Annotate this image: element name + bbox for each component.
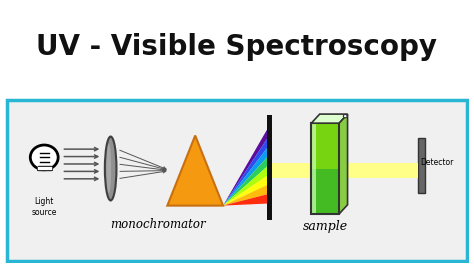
Circle shape bbox=[343, 114, 347, 118]
Bar bbox=[311, 123, 339, 214]
Polygon shape bbox=[223, 167, 267, 206]
Ellipse shape bbox=[105, 136, 117, 201]
Bar bbox=[311, 123, 339, 214]
Polygon shape bbox=[223, 194, 267, 206]
Polygon shape bbox=[223, 157, 267, 206]
Polygon shape bbox=[272, 163, 311, 178]
Circle shape bbox=[30, 145, 58, 170]
Bar bbox=[311, 123, 316, 214]
Polygon shape bbox=[311, 114, 347, 123]
Bar bbox=[267, 115, 272, 220]
Text: sample: sample bbox=[303, 220, 348, 233]
Bar bbox=[311, 123, 339, 169]
Polygon shape bbox=[223, 176, 267, 206]
Text: monochromator: monochromator bbox=[110, 218, 206, 231]
Bar bbox=[38, 167, 51, 170]
FancyBboxPatch shape bbox=[7, 101, 467, 261]
Polygon shape bbox=[223, 148, 267, 206]
Polygon shape bbox=[339, 163, 418, 178]
Polygon shape bbox=[223, 185, 267, 206]
Polygon shape bbox=[339, 114, 347, 214]
Text: Detector: Detector bbox=[420, 158, 454, 167]
Bar bbox=[418, 138, 425, 193]
Text: UV - Visible Spectroscopy: UV - Visible Spectroscopy bbox=[36, 33, 438, 61]
Polygon shape bbox=[223, 129, 267, 206]
Ellipse shape bbox=[107, 144, 111, 193]
Polygon shape bbox=[223, 139, 267, 206]
Bar bbox=[38, 157, 51, 169]
Text: Light
source: Light source bbox=[32, 197, 57, 217]
Polygon shape bbox=[167, 135, 223, 206]
